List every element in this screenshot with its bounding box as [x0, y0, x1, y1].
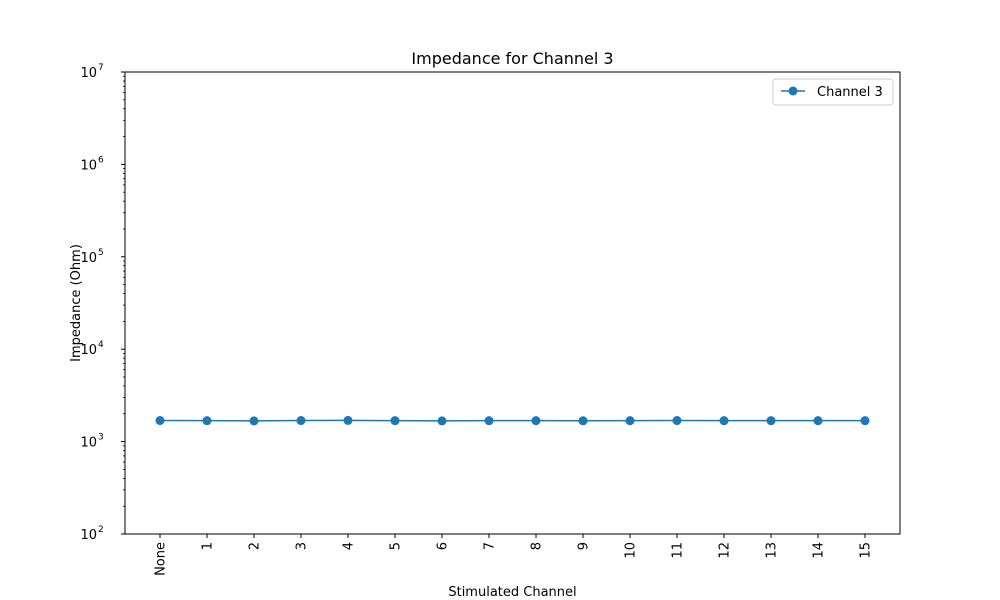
x-tick-label: None [154, 542, 169, 576]
x-tick-label: 7 [483, 542, 498, 550]
y-tick-exponent: 6 [98, 155, 104, 165]
data-point [625, 416, 635, 426]
x-tick-label: 2 [248, 542, 263, 550]
y-tick-exponent: 3 [98, 433, 104, 443]
series-layer [155, 415, 870, 426]
x-axis-label: Stimulated Channel [448, 585, 576, 600]
y-tick-exponent: 4 [98, 340, 104, 350]
x-tick-label: 6 [436, 542, 451, 550]
y-tick-label: 10 [80, 436, 97, 451]
y-tick-label: 10 [80, 343, 97, 358]
data-point [390, 416, 400, 426]
x-tick-label: 11 [671, 542, 686, 559]
plot-frame [124, 71, 901, 535]
x-tick-label: 3 [295, 542, 310, 550]
data-point [155, 416, 165, 426]
data-point [531, 416, 541, 426]
x-tick-label: 1 [201, 542, 216, 550]
y-tick-exponent: 7 [98, 63, 104, 73]
data-point [296, 416, 306, 426]
data-point [249, 416, 259, 426]
x-tick-label: 5 [389, 542, 404, 550]
y-tick-label: 10 [80, 158, 97, 173]
y-tick-label: 10 [80, 528, 97, 543]
legend: Channel 3 [772, 78, 894, 106]
data-point [202, 416, 212, 426]
x-tick-label: 12 [718, 542, 733, 559]
data-point [343, 415, 353, 425]
legend-entry-label: Channel 3 [817, 85, 883, 100]
y-tick-exponent: 5 [98, 248, 104, 258]
x-axis-ticks: None 1 2 3 4 5 6 7 8 9 10 11 12 13 14 15 [154, 534, 874, 576]
x-tick-label: 15 [859, 542, 874, 559]
x-tick-label: 9 [577, 542, 592, 550]
legend-marker-sample [788, 86, 798, 96]
data-point [672, 416, 682, 426]
data-point [719, 416, 729, 426]
y-tick-label: 10 [80, 251, 97, 266]
chart-title: Impedance for Channel 3 [411, 49, 613, 68]
y-tick-label: 10 [80, 66, 97, 81]
x-tick-label: 4 [342, 542, 357, 550]
x-tick-label: 10 [624, 542, 639, 559]
data-point [578, 416, 588, 426]
legend-box [772, 78, 894, 106]
x-tick-label: 13 [765, 542, 780, 559]
data-point [766, 416, 776, 426]
x-tick-label: 8 [530, 542, 545, 550]
data-point [484, 416, 494, 426]
y-axis-label: Impedance (Ohm) [69, 244, 84, 362]
data-point [437, 416, 447, 426]
data-point [813, 416, 823, 426]
data-point [860, 416, 870, 426]
x-tick-label: 14 [812, 542, 827, 559]
y-tick-exponent: 2 [98, 525, 104, 535]
plot-area [125, 72, 900, 534]
